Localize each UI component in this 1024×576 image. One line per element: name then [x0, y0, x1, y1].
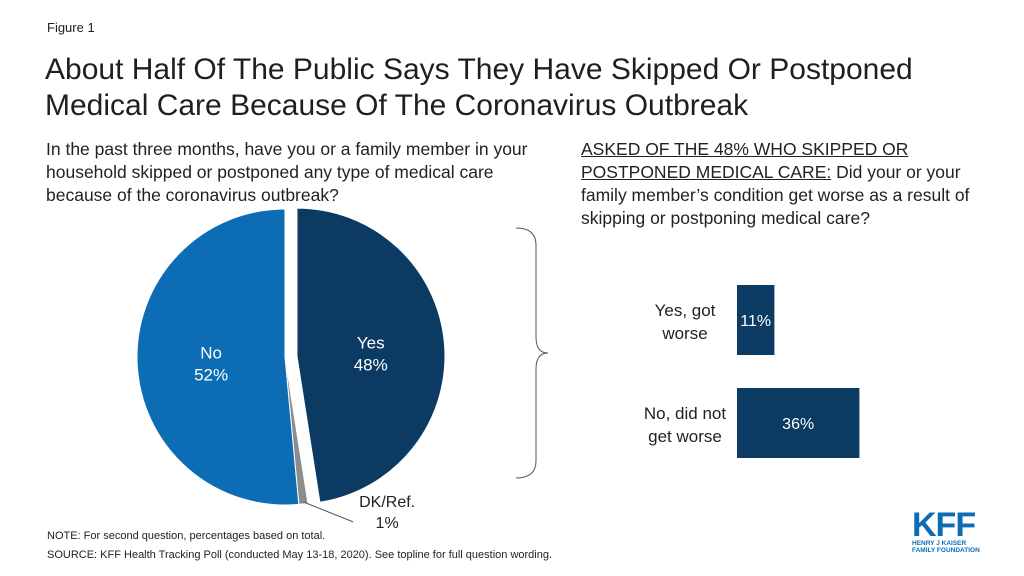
pie-value-dk-ref: 1%: [376, 515, 399, 532]
note: NOTE: For second question, percentages b…: [47, 530, 326, 542]
question-two-lead: ASKED OF THE 48% WHO SKIPPED OR POSTPONE…: [581, 139, 909, 182]
bar-yes-got-worse: [737, 285, 775, 355]
pie-label-dk-ref: DK/Ref.: [359, 494, 415, 511]
figure-label: Figure 1: [47, 20, 95, 35]
pie-chart: Yes 48% DK/Ref. 1% No 52%: [136, 207, 446, 532]
bar-category-yes-got-worse: Yes, got worse: [655, 301, 716, 343]
pie-slice-no: [136, 208, 300, 506]
pie-value-yes: 48%: [354, 355, 388, 374]
question-one: In the past three months, have you or a …: [46, 139, 528, 205]
pie-leader-line: [302, 501, 354, 523]
source: SOURCE: KFF Health Tracking Poll (conduc…: [47, 549, 553, 561]
bar-chart: 11% Yes, got worse 36% No, did not get worse: [644, 285, 860, 458]
kff-logo: KFF HENRY J KAISER FAMILY FOUNDATION: [912, 506, 992, 554]
pie-label-no: No: [200, 343, 222, 362]
logo-text: KFF: [912, 506, 976, 544]
pie-slice-yes: [296, 207, 446, 503]
bracket: [515, 227, 549, 479]
pie-label-yes: Yes: [357, 333, 385, 352]
bar-category-no-did-not-get-worse: No, did not get worse: [644, 404, 726, 446]
bar-no-did-not-get-worse: [737, 388, 860, 458]
chart-title: About Half Of The Public Says They Have …: [45, 53, 913, 122]
logo-line-2: FAMILY FOUNDATION: [912, 547, 980, 554]
pie-value-no: 52%: [194, 365, 228, 384]
question-two-body: Did your or your family member’s conditi…: [581, 162, 970, 228]
question-two: ASKED OF THE 48% WHO SKIPPED OR POSTPONE…: [581, 138, 1001, 230]
logo-line-1: HENRY J KAISER: [912, 540, 967, 547]
bar-value-yes-got-worse: 11%: [740, 313, 771, 330]
bar-value-no-did-not-get-worse: 36%: [782, 416, 814, 433]
